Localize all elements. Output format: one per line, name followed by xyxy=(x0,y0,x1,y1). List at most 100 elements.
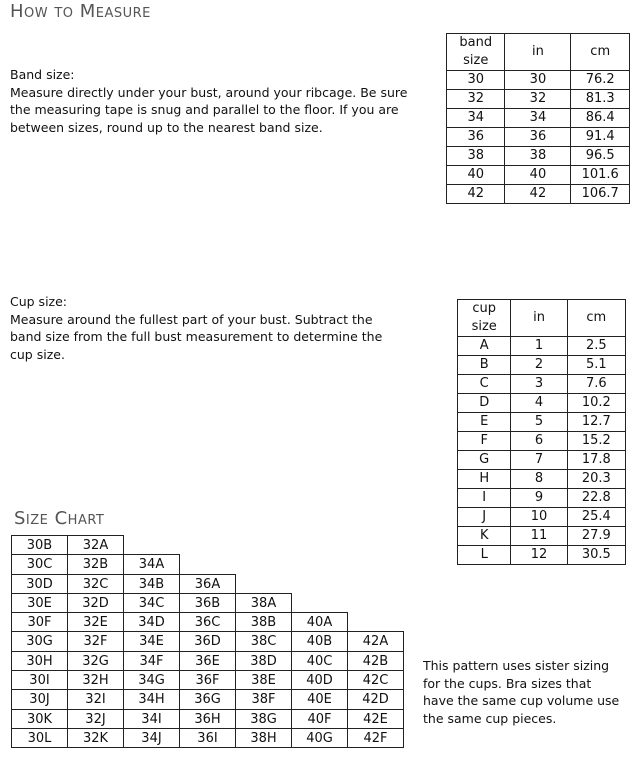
size-chart-cell: 30I xyxy=(11,670,68,691)
size-chart-cell: 38E xyxy=(235,670,292,691)
size-chart-cell: 36A xyxy=(179,573,236,594)
size-chart-cell: 34D xyxy=(123,612,180,633)
table-row: 34 34 86.4 xyxy=(445,108,630,128)
size-chart-cell: 32B xyxy=(67,554,124,575)
size-chart-cell: 34I xyxy=(123,708,180,729)
size-chart-cell: 40B xyxy=(291,631,348,652)
size-chart-cell: 38B xyxy=(235,612,292,633)
size-chart-cell: 42F xyxy=(347,727,404,749)
size-chart-cell: 32F xyxy=(67,631,124,652)
size-chart-cell: 32G xyxy=(67,650,124,672)
size-chart-cell: 40F xyxy=(291,708,348,729)
size-chart-cell: 42E xyxy=(347,708,404,729)
table-cell: E xyxy=(456,412,512,432)
table-cell: 38 xyxy=(504,146,572,166)
table-cell: 5.1 xyxy=(566,355,627,375)
table-header-cell: in xyxy=(510,299,568,337)
table-cell: 10 xyxy=(510,507,568,527)
size-chart-cell: 32D xyxy=(67,592,124,614)
size-chart-row: 30G 32F 34E 36D 38C 40B 42A xyxy=(11,631,404,652)
size-chart-cell: 36H xyxy=(179,708,236,729)
table-cell: B xyxy=(456,355,512,375)
table-cell: 86.4 xyxy=(570,108,630,128)
size-chart-cell: 36E xyxy=(179,650,236,672)
table-cell: F xyxy=(456,431,512,451)
size-chart-cell: 36B xyxy=(179,592,236,614)
table-cell: 96.5 xyxy=(570,146,630,166)
table-header-cell: cm xyxy=(566,299,627,337)
size-chart-cell: 36C xyxy=(179,612,236,633)
table-cell: 32 xyxy=(445,89,506,109)
size-chart-cell: 38H xyxy=(235,727,292,749)
table-cell: I xyxy=(456,488,512,508)
size-chart-row: 30J 32I 34H 36G 38F 40E 42D xyxy=(11,689,404,710)
size-chart-cell: 34F xyxy=(123,650,180,672)
table-cell: 1 xyxy=(510,336,568,356)
table-cell: 2 xyxy=(510,355,568,375)
table-cell: 30 xyxy=(445,70,506,90)
size-chart-cell: 38G xyxy=(235,708,292,729)
table-row: J 10 25.4 xyxy=(456,507,627,527)
size-chart-cell: 36D xyxy=(179,631,236,652)
table-cell: A xyxy=(456,336,512,356)
table-cell: 40 xyxy=(504,165,572,185)
size-chart-cell: 30L xyxy=(11,727,68,749)
size-chart-cell: 40E xyxy=(291,689,348,710)
table-cell: 9 xyxy=(510,488,568,508)
size-chart-cell: 32C xyxy=(67,573,124,594)
table-cell: C xyxy=(456,374,512,394)
table-cell: 3 xyxy=(510,374,568,394)
table-header-row: cup size in cm xyxy=(456,299,627,337)
table-cell: 2.5 xyxy=(566,336,627,356)
size-chart-cell: 30D xyxy=(11,573,68,594)
size-chart-grid: 30B 32A 30C 32B 34A 30D 32C 34B 36A 30E 32D 34C 36B 3… xyxy=(11,535,404,749)
size-chart-cell: 34G xyxy=(123,670,180,691)
table-cell: G xyxy=(456,450,512,470)
table-cell: 22.8 xyxy=(566,488,627,508)
table-cell: 5 xyxy=(510,412,568,432)
size-chart-row: 30B 32A xyxy=(11,535,404,556)
cup-size-table: cup size in cm A 1 2.5 B 2 5.1 C 3 7.6 D 4 10.2 E 5 12.7 F… xyxy=(456,299,627,565)
table-cell: 32 xyxy=(504,89,572,109)
size-chart-cell: 32K xyxy=(67,727,124,749)
table-cell: 106.7 xyxy=(570,184,630,204)
table-row: 36 36 91.4 xyxy=(445,127,630,147)
table-header-cell: band size xyxy=(445,33,506,71)
table-cell: 36 xyxy=(504,127,572,147)
size-chart-cell: 32H xyxy=(67,670,124,691)
size-chart-row: 30H 32G 34F 36E 38D 40C 42B xyxy=(11,650,404,672)
sister-sizing-note: This pattern uses sister sizing for the … xyxy=(423,658,620,726)
table-cell: 81.3 xyxy=(570,89,630,109)
cup-size-label: Cup size: xyxy=(10,294,68,309)
table-row: K 11 27.9 xyxy=(456,526,627,546)
size-chart-cell: 30K xyxy=(11,708,68,729)
table-cell: 27.9 xyxy=(566,526,627,546)
table-row: E 5 12.7 xyxy=(456,412,627,432)
table-row: L 12 30.5 xyxy=(456,545,627,565)
table-cell: 15.2 xyxy=(566,431,627,451)
table-cell: D xyxy=(456,393,512,413)
table-cell: 42 xyxy=(504,184,572,204)
size-chart-cell: 36G xyxy=(179,689,236,710)
table-row: D 4 10.2 xyxy=(456,393,627,413)
table-cell: 7.6 xyxy=(566,374,627,394)
table-cell: 34 xyxy=(445,108,506,128)
size-chart-cell: 36F xyxy=(179,670,236,691)
table-cell: 17.8 xyxy=(566,450,627,470)
size-chart-cell: 42B xyxy=(347,650,404,672)
table-header-row: band size in cm xyxy=(445,33,630,71)
size-chart-cell: 30C xyxy=(11,554,68,575)
size-chart-cell: 34E xyxy=(123,631,180,652)
table-cell: 10.2 xyxy=(566,393,627,413)
table-row: 42 42 106.7 xyxy=(445,184,630,204)
size-chart-cell: 34B xyxy=(123,573,180,594)
table-cell: 42 xyxy=(445,184,506,204)
table-row: 32 32 81.3 xyxy=(445,89,630,109)
table-cell: 101.6 xyxy=(570,165,630,185)
table-cell: 38 xyxy=(445,146,506,166)
table-row: 40 40 101.6 xyxy=(445,165,630,185)
table-cell: 6 xyxy=(510,431,568,451)
cup-size-text: Measure around the fullest part of your … xyxy=(10,311,383,362)
size-chart-cell: 40C xyxy=(291,650,348,672)
size-chart-cell: 30G xyxy=(11,631,68,652)
